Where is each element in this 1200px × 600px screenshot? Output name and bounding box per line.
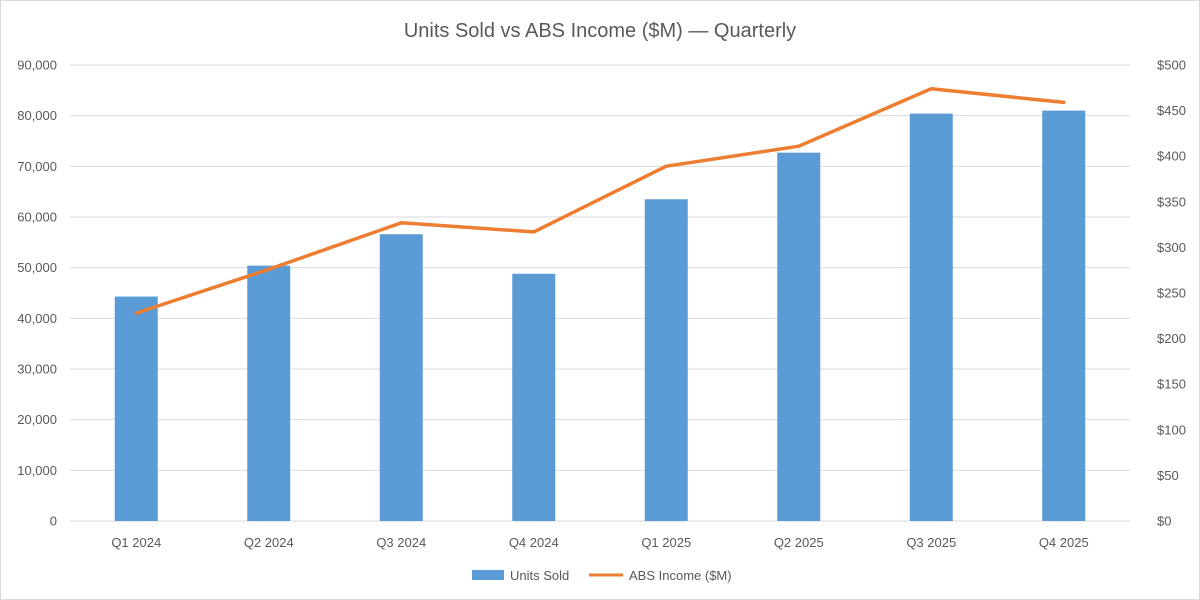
legend: Units Sold ABS Income ($M) <box>472 568 732 583</box>
left-tick-label: 90,000 <box>17 58 57 73</box>
x-tick-label: Q2 2025 <box>774 535 824 550</box>
bar <box>379 234 423 521</box>
left-tick-label: 60,000 <box>17 210 57 225</box>
x-tick-label: Q2 2024 <box>244 535 294 550</box>
left-tick-label: 10,000 <box>17 463 57 478</box>
line-path <box>134 86 1066 315</box>
bar <box>512 273 556 521</box>
x-tick-label: Q4 2024 <box>509 535 559 550</box>
bar <box>644 199 688 521</box>
bar <box>909 113 953 521</box>
right-tick-label: $200 <box>1157 331 1186 346</box>
left-tick-label: 30,000 <box>17 362 57 377</box>
legend-label-units-sold: Units Sold <box>510 568 569 583</box>
right-tick-label: $150 <box>1157 377 1186 392</box>
line-series <box>134 86 1066 315</box>
right-tick-label: $400 <box>1157 149 1186 164</box>
right-tick-label: $100 <box>1157 422 1186 437</box>
right-tick-label: $50 <box>1157 468 1179 483</box>
bar <box>1042 110 1086 521</box>
x-tick-label: Q4 2025 <box>1039 535 1089 550</box>
left-tick-label: 80,000 <box>17 108 57 123</box>
right-tick-label: $250 <box>1157 286 1186 301</box>
bar <box>777 152 821 522</box>
gridlines <box>70 64 1130 522</box>
right-tick-label: $450 <box>1157 103 1186 118</box>
left-tick-label: 0 <box>50 514 57 529</box>
left-tick-label: 50,000 <box>17 260 57 275</box>
chart-title: Units Sold vs ABS Income ($M) — Quarterl… <box>404 20 796 42</box>
right-tick-label: $500 <box>1157 58 1186 73</box>
x-tick-label: Q1 2024 <box>111 535 161 550</box>
legend-label-abs-income: ABS Income ($M) <box>629 568 732 583</box>
left-tick-label: 20,000 <box>17 412 57 427</box>
right-tick-label: $0 <box>1157 514 1171 529</box>
left-tick-label: 70,000 <box>17 159 57 174</box>
bar-series <box>114 110 1086 522</box>
right-tick-label: $350 <box>1157 194 1186 209</box>
left-tick-label: 40,000 <box>17 311 57 326</box>
legend-swatch-units-sold <box>472 570 504 580</box>
x-axis-ticks: Q1 2024 Q2 2024 Q3 2024 Q4 2024 Q1 2025 Q2 20… <box>111 535 1088 550</box>
x-tick-label: Q3 2025 <box>906 535 956 550</box>
right-axis-ticks: $0 $50 $100 $150 $200 $250 $300 $350 $400 $450 $50… <box>1157 58 1186 529</box>
bar <box>114 296 158 521</box>
left-axis-ticks: 0 10,000 20,000 30,000 40,000 50,000 60,000 70,… <box>17 58 57 529</box>
bar <box>247 265 291 521</box>
x-tick-label: Q3 2024 <box>376 535 426 550</box>
right-tick-label: $300 <box>1157 240 1186 255</box>
x-tick-label: Q1 2025 <box>641 535 691 550</box>
